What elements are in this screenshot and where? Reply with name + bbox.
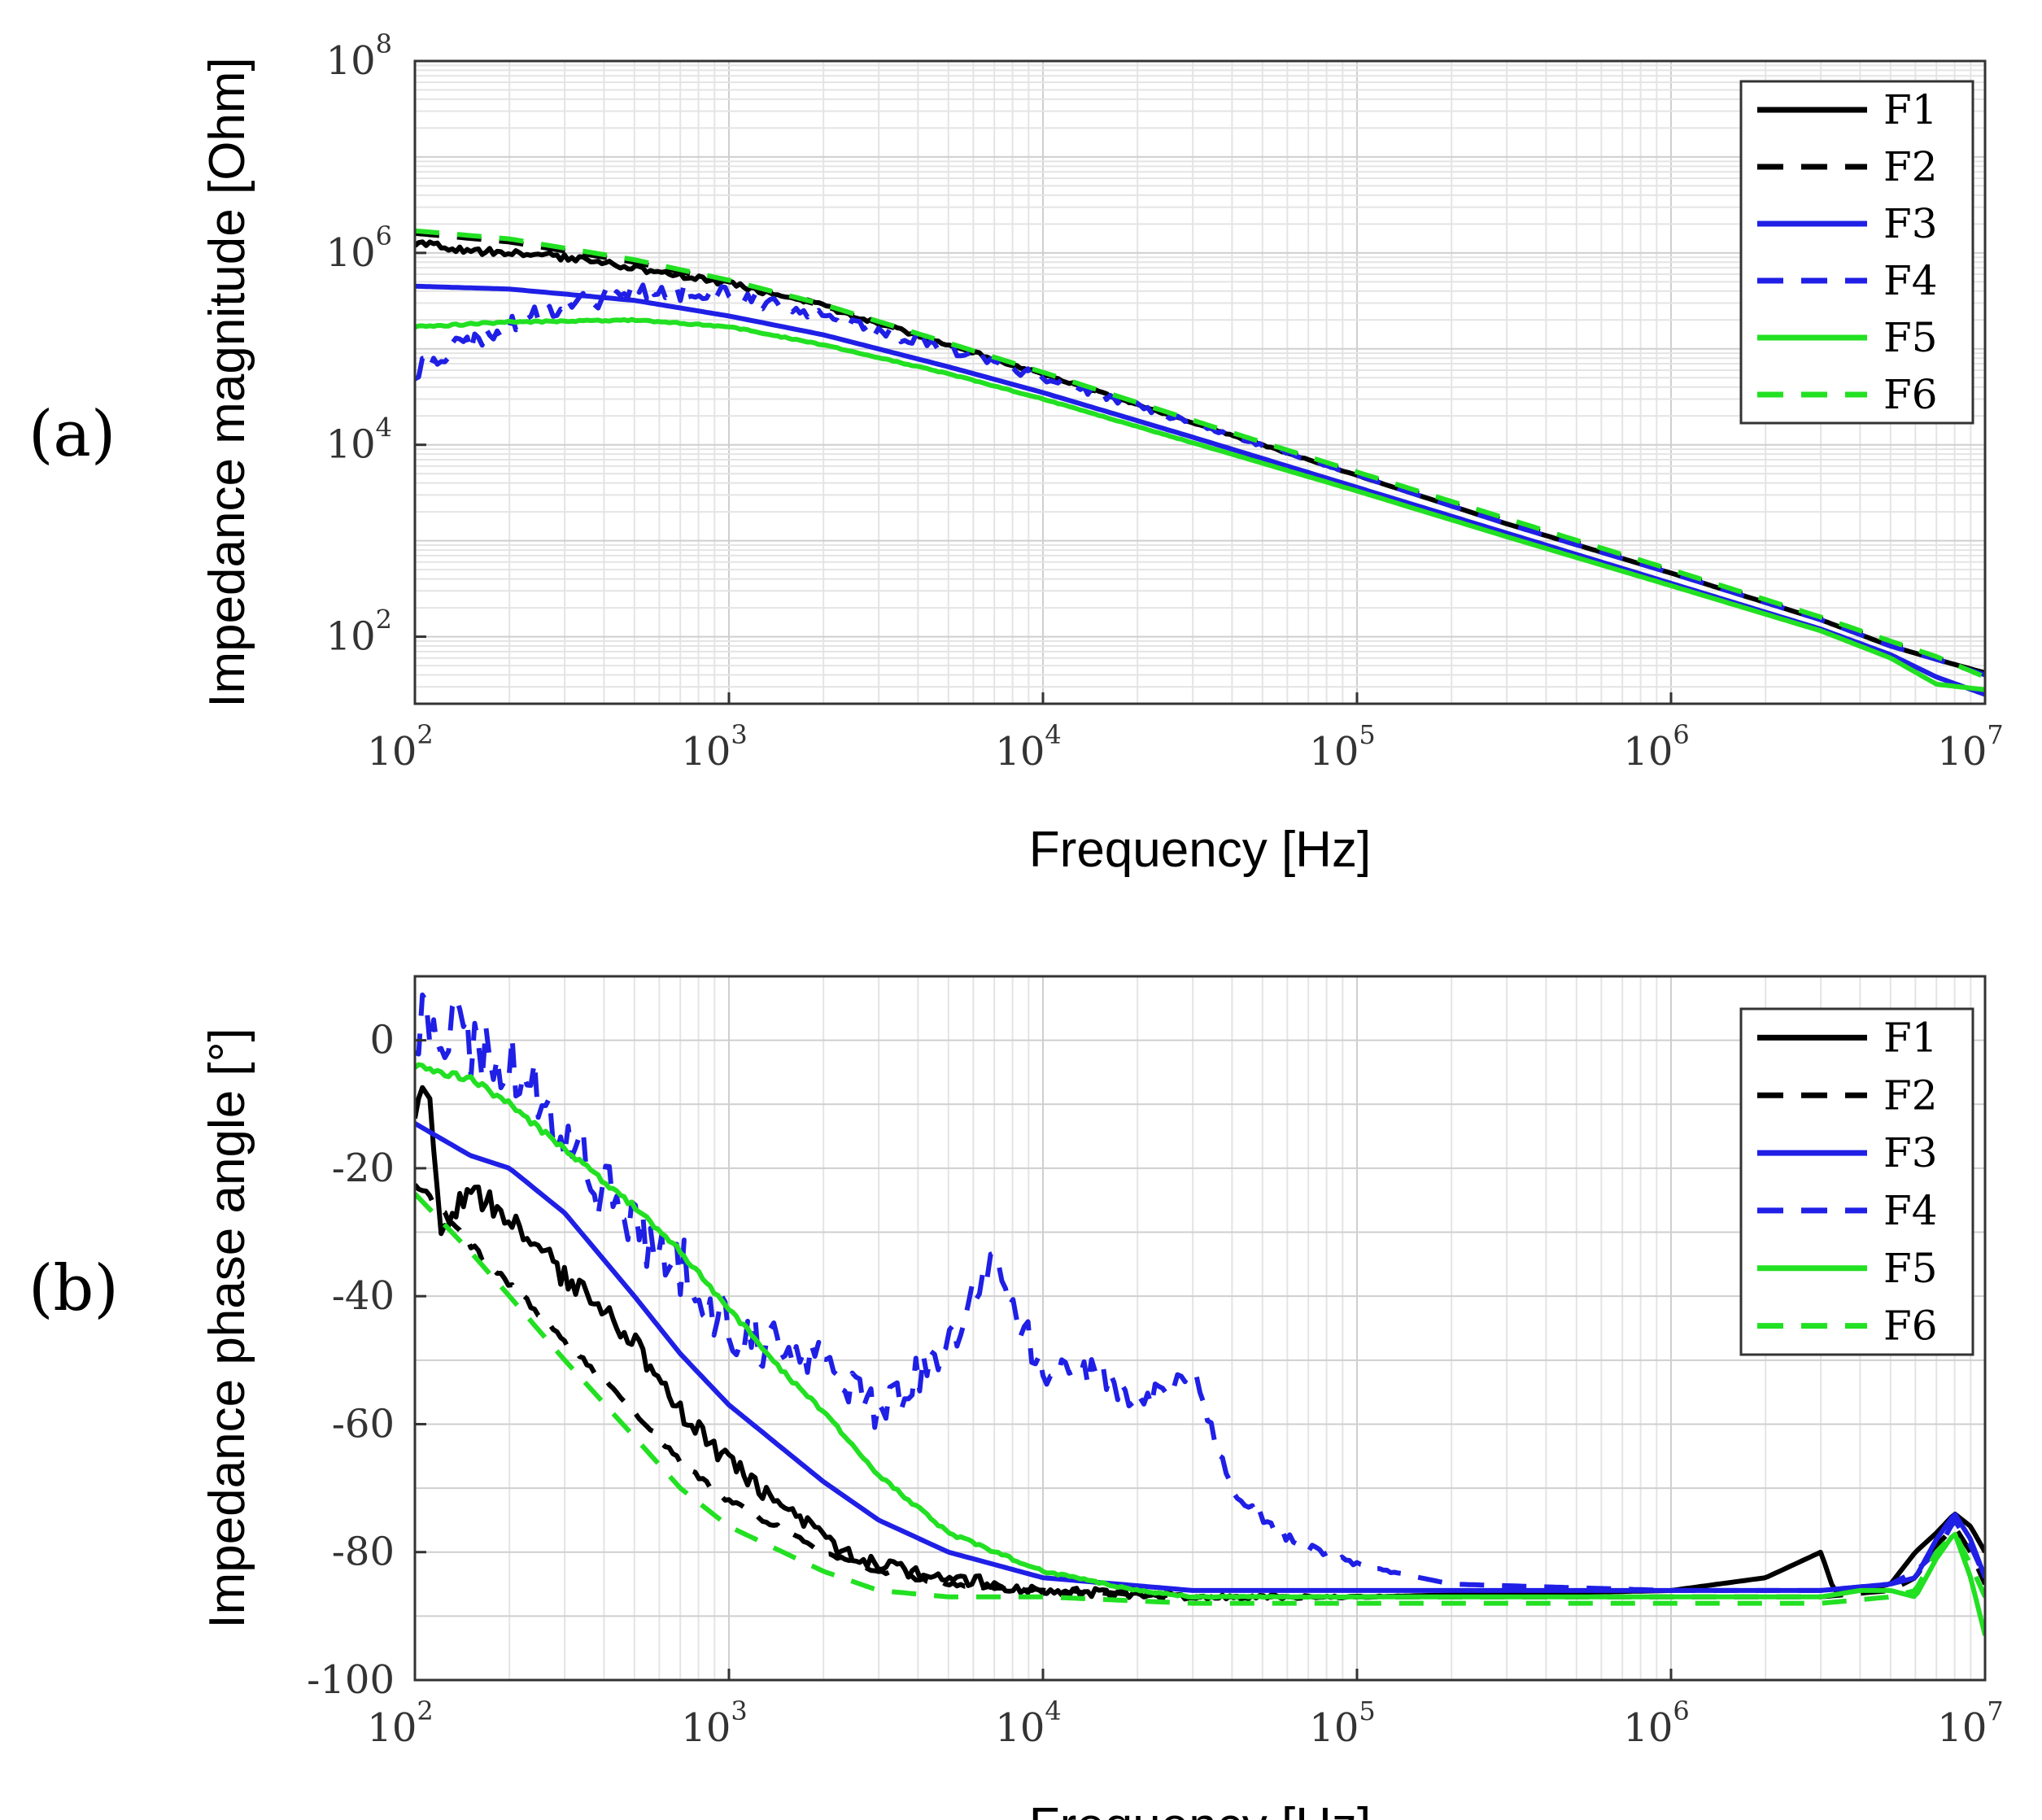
x-tick-label: 103 — [681, 1696, 747, 1751]
x-tick-label: 105 — [1309, 719, 1375, 775]
panel-label: (a) — [28, 398, 116, 471]
legend-label-f5: F5 — [1883, 314, 1938, 361]
series-group — [415, 992, 1985, 1636]
legend-label-f1: F1 — [1883, 1014, 1938, 1061]
x-tick-label: 104 — [995, 719, 1061, 775]
legend-box — [1739, 80, 1974, 425]
y-tick-label: 104 — [326, 412, 392, 468]
x-tick-label: 106 — [1623, 1696, 1689, 1751]
x-axis-title: Frequency [Hz] — [1029, 1798, 1371, 1820]
plot-area — [415, 61, 1985, 704]
y-axis-title: Impedance magnitude [Ohm] — [199, 57, 255, 708]
series-line-f6 — [415, 228, 1985, 679]
y-tick-label: 108 — [326, 28, 392, 84]
y-tick-label: 106 — [326, 220, 392, 276]
x-tick-label: 104 — [995, 1696, 1061, 1751]
series-line-f4 — [415, 281, 1985, 678]
y-tick-label: -60 — [332, 1401, 395, 1447]
plot-frame — [413, 975, 1987, 1682]
legend-label-f4: F4 — [1883, 257, 1938, 304]
legend-label-f3: F3 — [1883, 1129, 1938, 1176]
y-tick-label: -20 — [332, 1146, 395, 1191]
x-tick-label: 102 — [367, 719, 433, 775]
legend: F1 F2 F3 F4 F5 F6 — [1739, 1007, 1974, 1356]
y-tick-label: -40 — [332, 1273, 395, 1319]
legend-label-f6: F6 — [1883, 371, 1938, 418]
legend-label-f3: F3 — [1883, 200, 1938, 247]
series-group — [415, 228, 1985, 697]
x-tick-label: 103 — [681, 719, 747, 775]
series-line-f5 — [415, 1062, 1985, 1636]
y-tick-label: 0 — [369, 1018, 395, 1063]
series-line-f5 — [415, 316, 1985, 692]
legend-label-f2: F2 — [1883, 143, 1938, 190]
legend-label-f2: F2 — [1883, 1071, 1938, 1119]
x-tick-label: 107 — [1937, 1696, 2003, 1751]
chart-a: (a) 102 103 104 105 106 107 102 104 106 108 Frequen… — [28, 28, 2004, 878]
x-tick-label: 105 — [1309, 1696, 1375, 1751]
y-tick-label: 102 — [326, 604, 392, 660]
x-tick-label: 107 — [1937, 719, 2003, 775]
panel-label: (b) — [28, 1252, 119, 1325]
legend-label-f4: F4 — [1883, 1187, 1938, 1234]
legend-label-f1: F1 — [1883, 86, 1938, 133]
plot-area — [415, 976, 1985, 1680]
x-tick-label: 102 — [367, 1696, 433, 1751]
y-tick-label: -80 — [332, 1530, 395, 1575]
plot-frame — [413, 59, 1987, 705]
legend: F1 F2 F3 F4 F5 F6 — [1739, 80, 1974, 425]
legend-label-f6: F6 — [1883, 1303, 1938, 1350]
series-line-f6 — [415, 1192, 1985, 1606]
y-axis-title: Impedance phase angle [°] — [199, 1028, 255, 1628]
legend-label-f5: F5 — [1883, 1245, 1938, 1292]
x-tick-label: 106 — [1623, 719, 1689, 775]
legend-box — [1739, 1007, 1974, 1356]
y-tick-label: -100 — [307, 1657, 395, 1703]
chart-b: (b) 102 103 104 105 106 107 0 -20 -40 -60 -80 -100 Fr… — [28, 975, 2004, 1820]
x-axis-title: Frequency [Hz] — [1029, 822, 1371, 878]
